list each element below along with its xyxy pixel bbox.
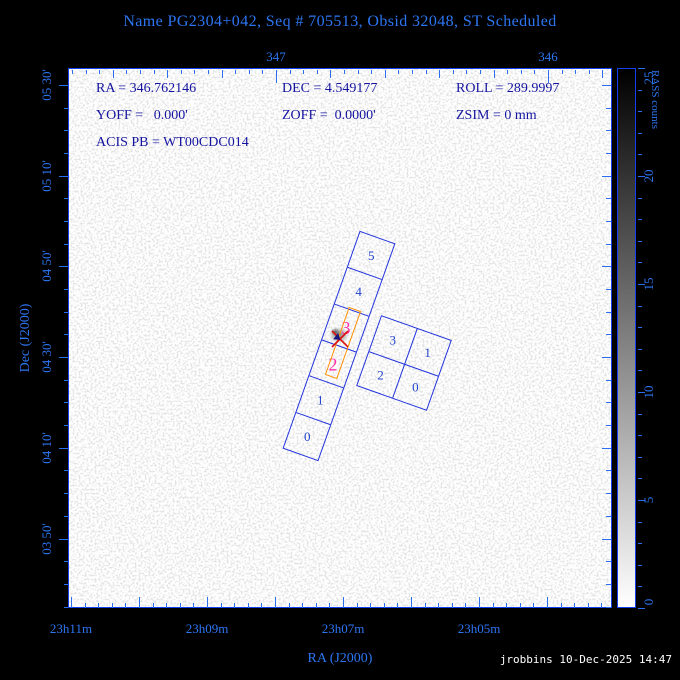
rass-source-core [330, 328, 340, 336]
acis-i-chip-2-label: 2 [377, 367, 384, 383]
left-axis-tick-0410: 04 10' [39, 432, 54, 464]
tick-mark [59, 266, 68, 268]
bottom-axis-tick-23h05m: 23h05m [457, 621, 501, 636]
bottom-axis-tick-23h07m: 23h07m [321, 621, 365, 636]
tick-mark [637, 197, 642, 199]
colorbar-title: RASS counts [649, 70, 661, 129]
param-zoff: ZOFF = 0.0000' [282, 108, 376, 123]
tick-mark [637, 219, 642, 221]
colorbar-tick-5: 5 [641, 496, 656, 504]
param-yoff: YOFF = 0.000' [96, 108, 188, 123]
tick-mark [637, 111, 642, 113]
tick-mark [637, 305, 642, 307]
acis-s-chip-5-label: 5 [367, 248, 375, 264]
tick-mark [59, 85, 68, 86]
tick-mark [59, 538, 68, 540]
tick-mark [637, 586, 642, 588]
tick-mark [637, 327, 642, 329]
param-roll: ROLL = 289.9997 [456, 81, 560, 96]
tick-mark [637, 608, 645, 609]
colorbar-tick-0: 0 [641, 598, 656, 606]
left-axis-tick-0430: 04 30' [39, 341, 54, 373]
tick-mark [59, 175, 68, 177]
tick-mark [637, 89, 642, 91]
x-axis-title: RA (J2000) [307, 651, 373, 666]
colorbar-tick-15: 15 [641, 277, 656, 291]
acis-i-chip-1-label: 1 [424, 344, 432, 360]
left-axis-tick-0510: 05 10' [39, 160, 54, 192]
left-axis-tick-0350: 03 50' [39, 523, 54, 555]
param-ra: RA = 346.762146 [96, 81, 197, 96]
top-axis-tick-346: 346 [538, 49, 558, 64]
y-axis-title: Dec (J2000) [18, 303, 33, 373]
acis-i-chip-3-label: 3 [389, 332, 397, 348]
tick-mark [59, 357, 68, 359]
tick-mark [637, 240, 642, 242]
colorbar-tick-20: 20 [641, 169, 656, 183]
tick-mark [59, 447, 68, 449]
acis-s-chip-4-label: 4 [354, 284, 362, 300]
left-axis-tick-0450: 04 50' [39, 250, 54, 282]
left-axis-tick-0530: 05 30' [39, 69, 54, 101]
sky-plot-area: RA = 346.762146 DEC = 4.549177 ROLL = 28… [68, 68, 612, 608]
tick-mark [637, 435, 642, 437]
acis-i-chip-0-label: 0 [412, 379, 419, 395]
param-acis-pb: ACIS PB = WT00CDC014 [96, 135, 249, 150]
tick-mark [637, 521, 642, 523]
param-dec: DEC = 4.549177 [282, 81, 378, 96]
tick-mark [637, 478, 642, 480]
tick-mark [637, 564, 642, 566]
plot-title: Name PG2304+042, Seq # 705513, Obsid 320… [123, 13, 557, 30]
bottom-axis-tick-23h09m: 23h09m [185, 621, 229, 636]
user-timestamp: jrobbins 10-Dec-2025 14:47 [499, 653, 672, 666]
tick-mark [637, 262, 642, 264]
tick-mark [637, 68, 645, 69]
tick-mark [637, 132, 642, 134]
colorbar-gradient [617, 68, 636, 608]
tick-mark [637, 370, 642, 372]
tick-mark [637, 154, 642, 156]
tick-mark [637, 456, 642, 458]
tick-mark [637, 413, 642, 415]
tick-mark [637, 543, 642, 545]
acis-s-chip-0-label: 0 [303, 428, 311, 444]
colorbar-tick-10: 10 [641, 385, 656, 399]
bottom-axis-tick-23h11m: 23h11m [49, 621, 93, 636]
acis-s-chip-1-label: 1 [316, 392, 324, 408]
target-x-marker [331, 330, 349, 348]
tick-mark [637, 348, 642, 350]
top-axis-tick-347: 347 [266, 49, 286, 64]
param-zsim: ZSIM = 0 mm [456, 108, 537, 123]
